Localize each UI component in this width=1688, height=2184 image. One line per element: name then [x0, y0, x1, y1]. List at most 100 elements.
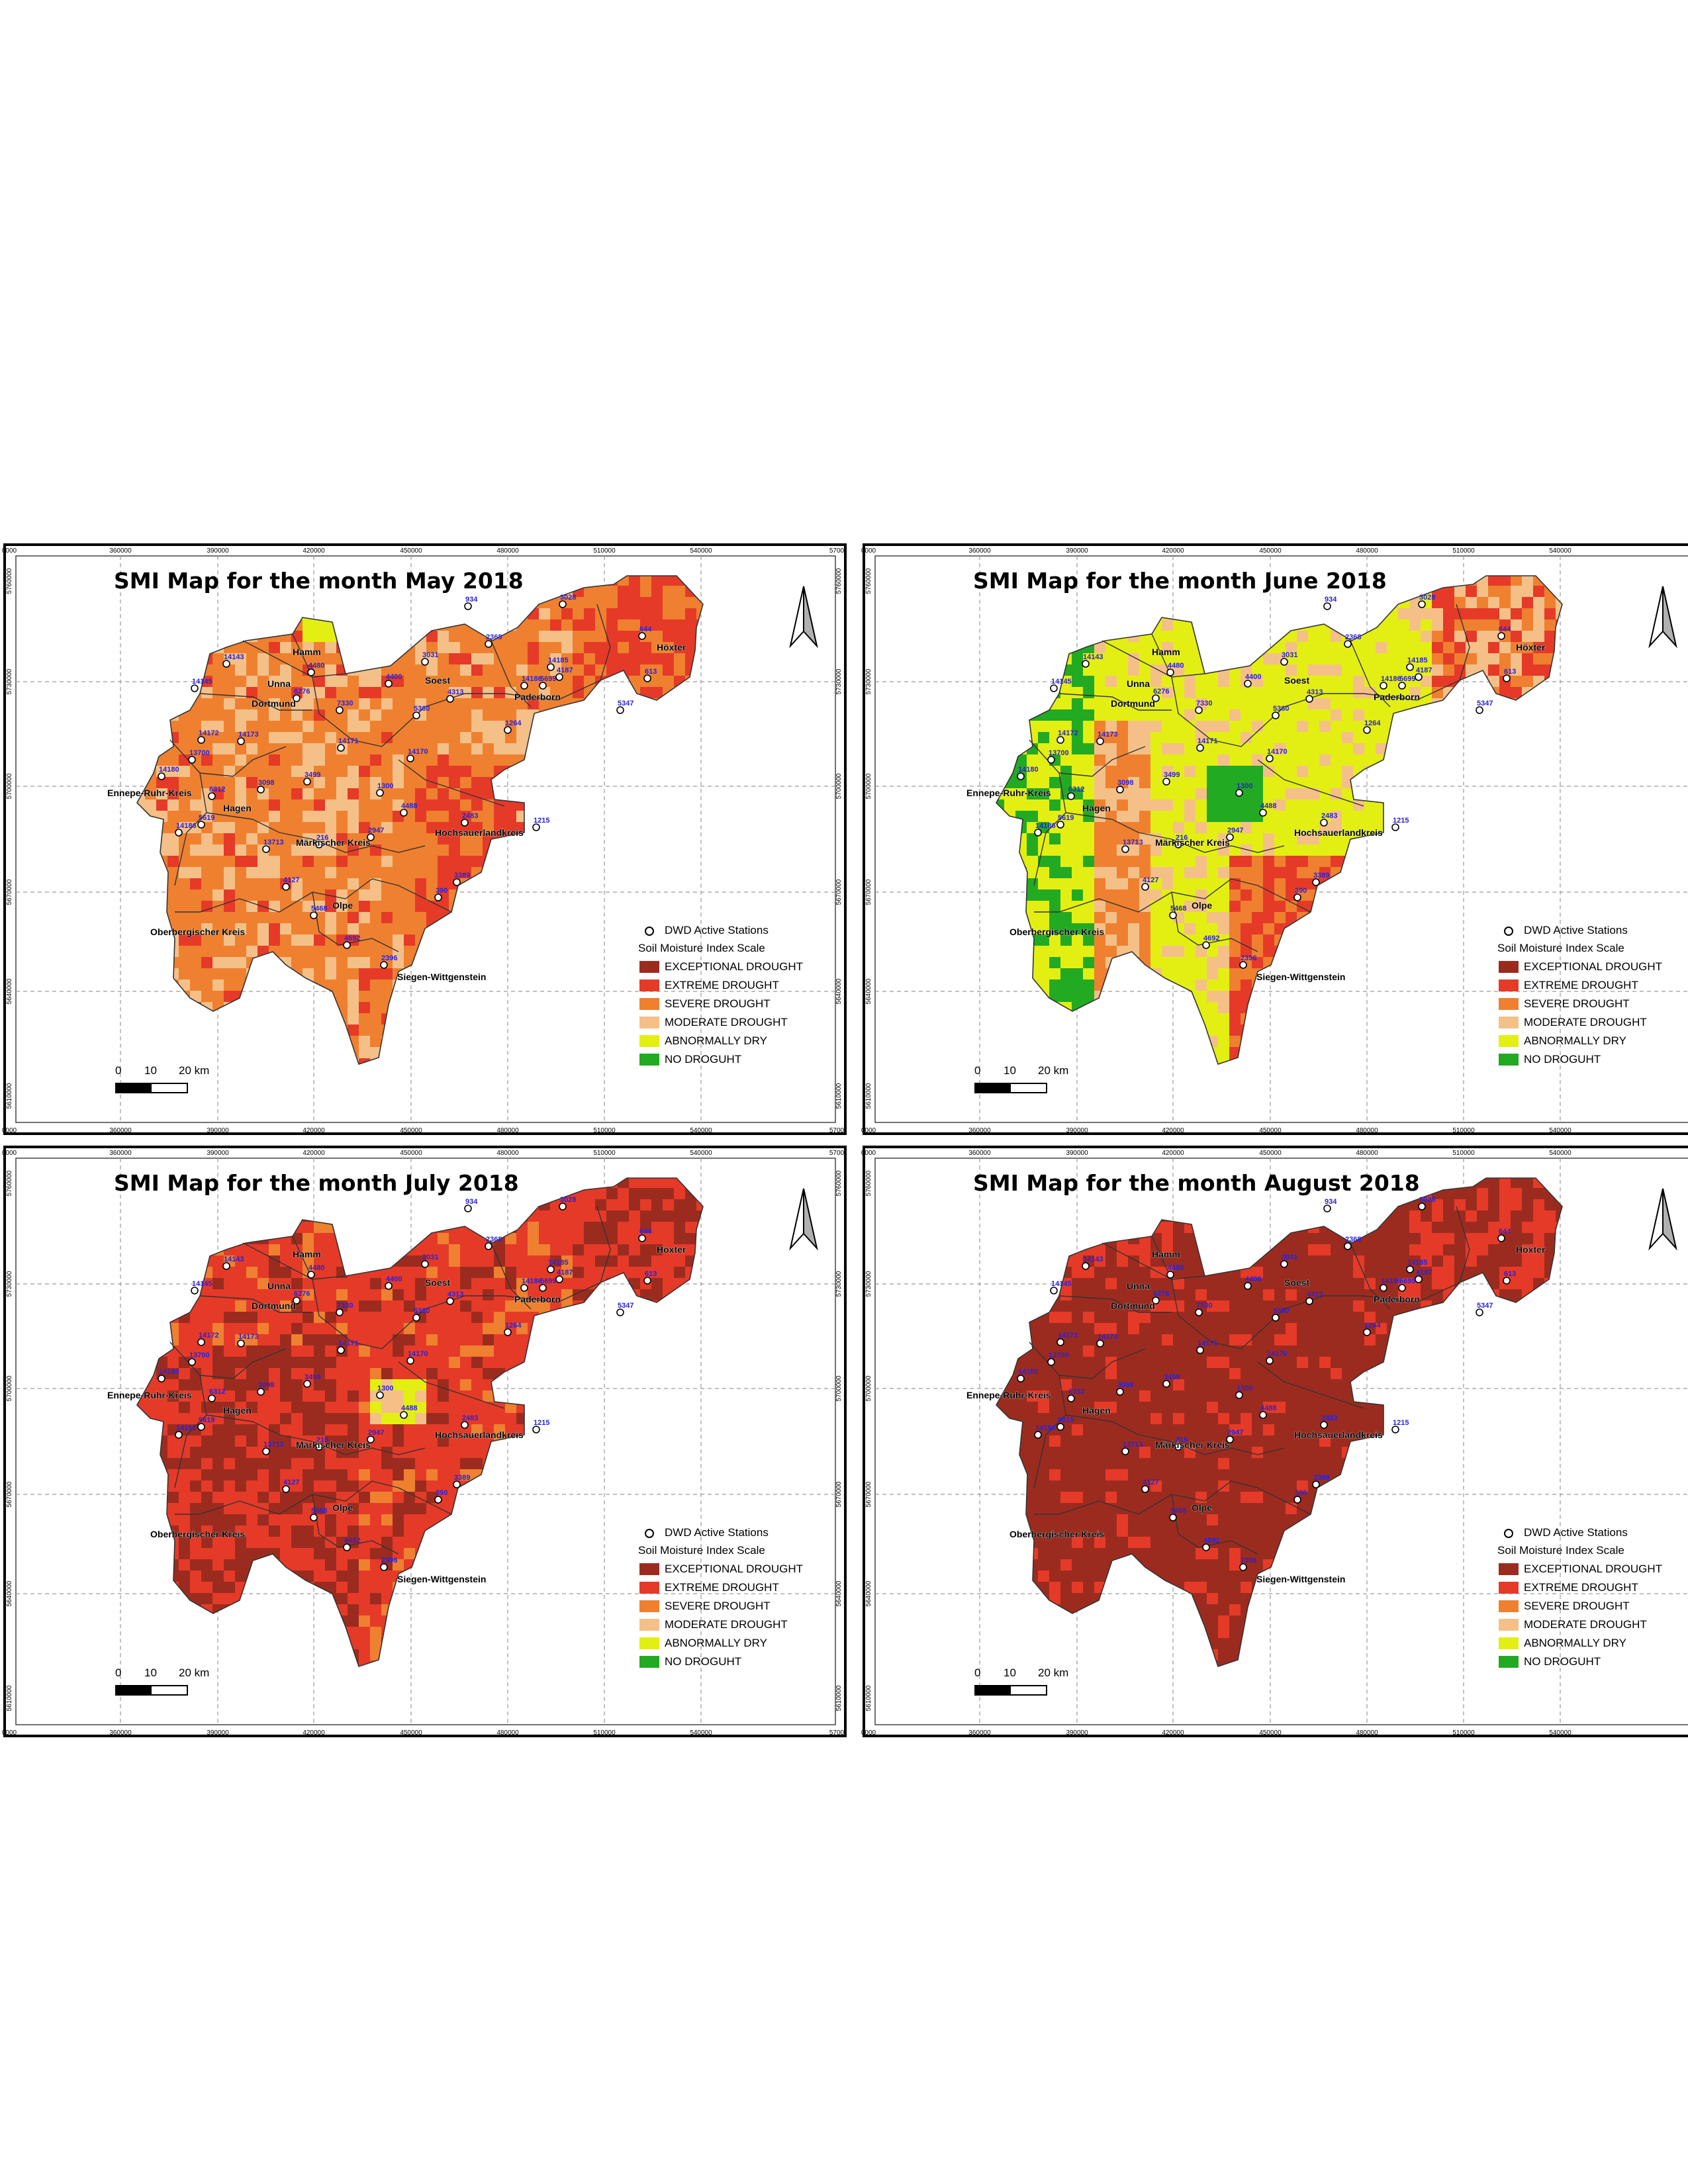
smi-cell	[1477, 1069, 1489, 1081]
smi-cell	[1139, 642, 1151, 654]
smi-cell	[314, 1069, 326, 1081]
smi-cell	[1184, 631, 1196, 643]
smi-cell	[640, 608, 652, 620]
smi-cell	[1286, 912, 1297, 924]
smi-cell	[1499, 576, 1511, 586]
smi-cell	[258, 653, 269, 665]
smi-cell	[528, 844, 539, 856]
x-tick-label: 540000	[1549, 1127, 1571, 1134]
smi-cell	[1162, 642, 1174, 654]
smi-cell	[404, 1069, 416, 1081]
smi-cell	[460, 777, 472, 789]
smi-cell	[269, 811, 281, 823]
smi-cell	[584, 576, 596, 586]
smi-cell	[584, 968, 596, 980]
smi-cell	[1567, 754, 1579, 766]
smi-cell	[1049, 968, 1061, 980]
smi-cell	[996, 664, 1005, 676]
smi-cell	[235, 777, 247, 789]
smi-cell	[258, 642, 269, 654]
smi-cell	[280, 709, 292, 721]
smi-cell	[156, 844, 168, 856]
smi-cell	[1015, 1024, 1027, 1036]
smi-cell	[1049, 777, 1061, 789]
smi-cell	[595, 653, 607, 665]
smi-cell	[1533, 586, 1545, 598]
smi-cell	[1083, 631, 1095, 643]
smi-cell	[190, 799, 202, 811]
station-marker	[1497, 632, 1505, 640]
smi-cell	[348, 957, 359, 969]
smi-cell	[1522, 586, 1534, 598]
smi-cell	[1128, 1047, 1140, 1059]
smi-cell	[471, 709, 483, 721]
smi-cell	[1443, 923, 1455, 935]
smi-cell	[137, 811, 146, 823]
smi-cell	[1387, 687, 1399, 699]
smi-cell	[1150, 608, 1162, 620]
smi-cell	[137, 833, 146, 845]
smi-cell	[1454, 1024, 1466, 1036]
scale-label-10: 10	[144, 1064, 157, 1077]
smi-cell	[1364, 1002, 1376, 1014]
smi-cell	[1466, 754, 1477, 766]
smi-cell	[471, 608, 483, 620]
station-marker	[237, 737, 245, 745]
smi-cell	[1488, 642, 1500, 654]
smi-cell	[1353, 754, 1365, 766]
smi-cell	[1252, 1069, 1264, 1081]
smi-cell	[1229, 901, 1241, 913]
smi-cell	[1331, 788, 1342, 800]
smi-cell	[1004, 1036, 1016, 1048]
smi-cell	[246, 844, 258, 856]
smi-cell	[1229, 1036, 1241, 1048]
legend-item: EXCEPTIONAL DROUGHT	[637, 958, 842, 976]
smi-cell	[1443, 721, 1455, 733]
smi-cell	[1083, 721, 1095, 733]
station-id-label: 2368	[486, 633, 502, 641]
smi-cell	[1443, 1002, 1455, 1014]
smi-cell	[1015, 867, 1027, 879]
smi-cell	[618, 811, 630, 823]
smi-cell	[1027, 901, 1039, 913]
smi-cell	[1398, 777, 1410, 789]
smi-cell	[381, 1036, 393, 1048]
smi-cell	[539, 1013, 551, 1025]
smi-cell	[1556, 811, 1562, 823]
smi-cell	[1139, 631, 1151, 643]
smi-cell	[393, 957, 404, 969]
smi-cell	[348, 1069, 359, 1081]
station-marker	[1503, 674, 1511, 682]
smi-cell	[438, 664, 449, 676]
smi-cell	[1218, 766, 1230, 778]
smi-cell	[1443, 586, 1455, 598]
smi-cell	[1477, 822, 1489, 834]
station-marker	[337, 744, 345, 752]
smi-cell	[1533, 833, 1545, 845]
smi-cell	[606, 833, 618, 845]
smi-cell	[449, 912, 461, 924]
smi-cell	[359, 698, 371, 710]
smi-cell	[1477, 946, 1489, 958]
smi-cell	[1319, 732, 1331, 744]
smi-cell	[1263, 833, 1275, 845]
smi-cell	[1376, 619, 1387, 631]
smi-cell	[528, 1024, 539, 1036]
station-marker	[222, 660, 230, 668]
smi-cell	[1342, 664, 1354, 676]
smi-cell	[1432, 991, 1444, 1003]
smi-cell	[640, 1069, 652, 1081]
smi-cell	[516, 1047, 528, 1059]
smi-cell	[190, 664, 202, 676]
smi-cell	[137, 844, 146, 856]
smi-cell	[1015, 889, 1027, 901]
smi-cell	[393, 799, 404, 811]
smi-cell	[1094, 777, 1106, 789]
smi-cell	[1533, 878, 1545, 890]
smi-cell	[370, 968, 382, 980]
smi-cell	[426, 856, 438, 868]
smi-cell	[1004, 732, 1016, 744]
smi-cell	[325, 597, 337, 609]
smi-cell	[291, 923, 303, 935]
smi-cell	[1286, 822, 1297, 834]
